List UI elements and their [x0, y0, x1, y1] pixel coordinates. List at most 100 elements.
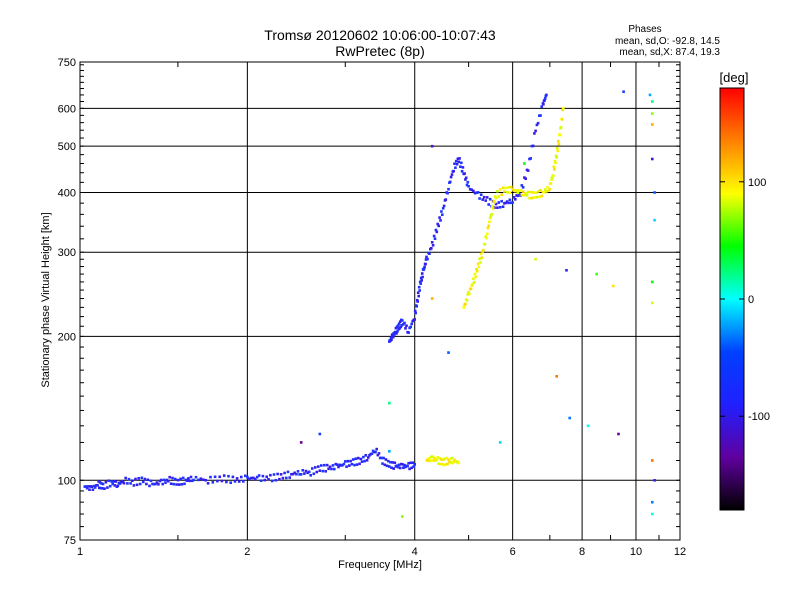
- data-point: [192, 478, 195, 482]
- data-point: [252, 476, 255, 480]
- data-point: [439, 462, 442, 466]
- data-point: [400, 324, 404, 327]
- data-point: [237, 480, 241, 483]
- data-point: [355, 463, 359, 466]
- data-point: [362, 455, 365, 459]
- data-point: [508, 198, 512, 202]
- data-point: [202, 478, 205, 481]
- data-point: [444, 463, 448, 466]
- y-tick-label: 400: [58, 187, 76, 199]
- data-point: [521, 190, 525, 193]
- data-point: [529, 157, 532, 160]
- data-point: [498, 441, 502, 444]
- data-point: [446, 462, 449, 466]
- data-point: [103, 487, 106, 490]
- data-point: [370, 452, 374, 455]
- data-point: [424, 258, 428, 261]
- data-point: [458, 157, 461, 160]
- data-point: [96, 483, 99, 487]
- data-point: [515, 189, 518, 192]
- data-point: [442, 204, 446, 208]
- data-point: [188, 479, 191, 483]
- data-point: [498, 188, 502, 191]
- data-point: [281, 476, 285, 480]
- data-point: [470, 188, 474, 192]
- data-point: [561, 108, 564, 112]
- data-point: [233, 480, 237, 483]
- data-point: [276, 472, 279, 476]
- data-point: [417, 294, 420, 298]
- data-point: [524, 177, 527, 180]
- data-point: [388, 450, 391, 453]
- data-point: [448, 460, 451, 464]
- data-point: [388, 465, 391, 468]
- data-point: [250, 476, 253, 480]
- data-point: [565, 269, 568, 272]
- data-point: [263, 478, 267, 482]
- data-point: [435, 230, 439, 234]
- data-point: [653, 479, 656, 482]
- colorbar-tick-label: 0: [748, 294, 754, 306]
- data-point: [397, 463, 401, 467]
- data-point: [360, 460, 364, 463]
- data-point: [526, 169, 530, 172]
- colorbar-tick-label: -100: [748, 411, 770, 423]
- data-point: [456, 157, 460, 160]
- data-point: [376, 453, 380, 457]
- data-point: [168, 475, 171, 479]
- data-point: [244, 474, 247, 478]
- chart-subtitle: RwPretec (8p): [335, 43, 424, 59]
- data-point: [110, 480, 113, 483]
- data-point: [555, 147, 559, 150]
- data-point: [304, 469, 308, 473]
- data-point: [346, 459, 350, 463]
- data-point: [187, 477, 190, 480]
- data-point: [288, 476, 291, 479]
- data-point: [405, 324, 408, 327]
- data-point: [127, 477, 131, 481]
- data-point: [514, 198, 517, 201]
- data-point: [423, 265, 426, 269]
- data-point: [540, 194, 543, 198]
- data-point: [328, 465, 332, 469]
- data-point: [651, 301, 654, 305]
- data-point: [485, 232, 489, 236]
- data-point: [543, 188, 547, 191]
- data-point: [209, 475, 212, 479]
- data-point: [562, 107, 565, 110]
- data-point: [416, 291, 420, 294]
- data-point: [382, 456, 385, 460]
- data-point: [327, 467, 330, 471]
- data-point: [137, 477, 140, 480]
- data-point: [536, 190, 540, 193]
- data-point: [535, 195, 539, 199]
- data-point: [437, 462, 440, 466]
- data-point: [334, 462, 337, 466]
- data-point: [454, 159, 458, 163]
- data-point: [318, 469, 322, 472]
- data-point: [471, 282, 474, 286]
- data-point: [167, 479, 170, 483]
- data-point: [449, 461, 453, 464]
- data-point: [325, 463, 329, 467]
- data-point: [396, 330, 399, 333]
- data-point: [290, 473, 293, 476]
- data-point: [468, 292, 471, 296]
- x-tick-label: 2: [244, 546, 250, 558]
- data-point: [180, 483, 184, 486]
- data-point: [469, 287, 473, 291]
- data-point: [220, 479, 224, 483]
- data-point: [216, 479, 219, 483]
- data-point: [132, 484, 136, 487]
- y-tick-label: 750: [58, 57, 76, 69]
- data-point: [411, 461, 414, 464]
- data-point: [129, 482, 132, 485]
- data-point: [517, 192, 521, 195]
- data-point: [175, 483, 178, 486]
- data-point: [353, 463, 356, 467]
- data-point: [539, 189, 542, 192]
- data-point: [225, 480, 228, 484]
- data-point: [441, 458, 445, 462]
- data-point: [538, 195, 541, 199]
- data-point: [106, 486, 109, 489]
